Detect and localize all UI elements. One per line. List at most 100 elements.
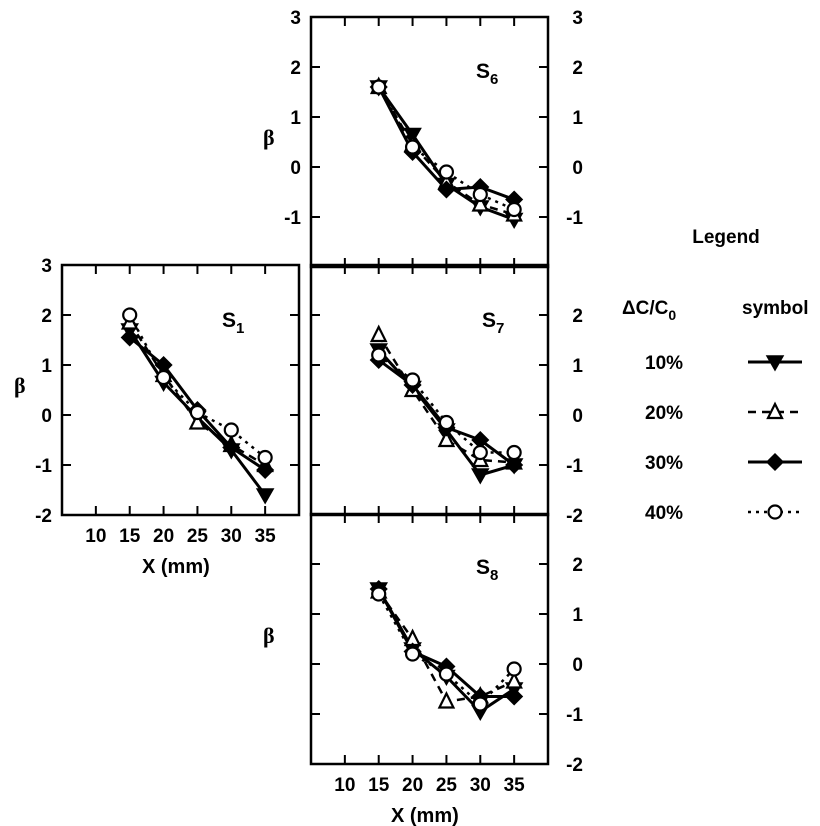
legend-entries: 10% 20% 30% 40% [645, 353, 802, 524]
data-point-30pct [505, 687, 524, 706]
panel-label: S6 [476, 60, 498, 88]
x-tick-label: 20 [402, 775, 423, 796]
legend-marker [766, 401, 784, 420]
plot-frame [309, 263, 550, 517]
data-point-40pct [472, 696, 488, 712]
legend-column-header-ratio: ΔC/C0 [622, 298, 676, 323]
data-point-30pct [120, 328, 139, 347]
legend-entry: 20% [645, 401, 802, 424]
y-axis-title: β [14, 373, 26, 398]
legend-entry: 30% [645, 452, 802, 474]
x-tick-label: 15 [368, 775, 390, 796]
data-point-40pct [371, 79, 387, 95]
plot-frame [309, 15, 550, 269]
y-tick-label: -2 [566, 755, 583, 776]
y-tick-label: 2 [41, 306, 52, 327]
data-point-40pct [404, 372, 421, 388]
data-point-40pct [371, 347, 387, 363]
panel-s1: -2 -1 0 1 2 3 10 15 20 25 30 35 X (mm) β S1 [14, 256, 301, 578]
panel-label: S1 [222, 309, 244, 337]
panel-s8: -2 -1 0 1 2 10 15 20 25 30 35 X (mm) β S8 [263, 512, 583, 826]
legend-entry-label: 30% [645, 453, 683, 474]
y-tick-label: 2 [572, 306, 583, 327]
data-point-40pct [506, 444, 522, 461]
data-point-40pct [257, 449, 273, 466]
data-point-40pct [438, 666, 455, 682]
y-tick-label: 3 [290, 8, 301, 29]
data-point-40pct [472, 444, 488, 461]
data-point-40pct [472, 186, 488, 203]
panel-label: S8 [476, 556, 498, 584]
data-point-20pct [369, 324, 388, 343]
data-point-30pct [256, 460, 275, 480]
data-point-40pct [438, 164, 455, 180]
y-tick-label: 2 [290, 58, 301, 79]
data-point-40pct [155, 369, 172, 386]
legend-entry-label: 20% [645, 403, 683, 424]
data-point-30pct [222, 438, 241, 457]
panel-label: S7 [482, 309, 504, 337]
x-tick-label: 10 [85, 526, 106, 547]
y-tick-label: 0 [572, 158, 583, 179]
y-tick-label: 1 [572, 356, 583, 377]
legend-entry: 40% [645, 503, 802, 524]
data-point-40pct [189, 404, 206, 421]
y-tick-label: 1 [41, 356, 52, 377]
data-point-10pct [470, 468, 490, 485]
x-tick-label: 30 [221, 526, 242, 547]
y-tick-label: 0 [41, 406, 52, 427]
y-tick-label: 2 [572, 555, 583, 576]
y-tick-label: -1 [35, 456, 52, 477]
legend-title: Legend [692, 227, 760, 248]
y-axis-title: β [263, 125, 275, 150]
plot-frame [309, 512, 550, 766]
panel-s6: -1 -1 0 0 1 1 2 2 3 3 β S6 [263, 8, 583, 269]
data-point-30pct [437, 180, 456, 199]
y-tick-label: 3 [572, 8, 583, 29]
series-line-40pct [377, 593, 516, 706]
legend-marker [765, 452, 785, 472]
y-tick-label: 1 [572, 108, 583, 129]
y-tick-label: 3 [41, 256, 52, 277]
data-point-40pct [122, 307, 138, 323]
legend-column-header-symbol: symbol [742, 298, 809, 319]
x-tick-label: 35 [504, 775, 526, 796]
series-line-20pct [377, 334, 515, 464]
y-tick-label: -1 [284, 208, 301, 229]
data-point-20pct [471, 194, 490, 212]
panel-s7: -2 -1 0 1 2 S7 [309, 263, 583, 527]
legend-marker [767, 504, 783, 520]
data-point-40pct [223, 422, 239, 438]
series-line-40pct [128, 314, 266, 459]
x-tick-label: 20 [153, 526, 174, 547]
x-axis-title: X (mm) [391, 805, 459, 826]
series-line-30pct [377, 358, 516, 467]
x-tick-label: 10 [334, 775, 355, 796]
y-tick-label: 2 [572, 58, 583, 79]
data-point-10pct [255, 488, 275, 505]
y-tick-label: -1 [566, 208, 583, 229]
y-tick-label: -2 [566, 506, 583, 527]
y-tick-label: 0 [572, 655, 583, 676]
y-tick-label: -1 [566, 705, 583, 726]
data-point-40pct [371, 586, 387, 602]
legend-entry: 10% [645, 353, 802, 374]
data-point-20pct [437, 429, 456, 448]
data-point-40pct [404, 139, 421, 155]
series-line-20pct [128, 321, 266, 467]
y-tick-label: 0 [572, 406, 583, 427]
x-tick-label: 15 [119, 526, 141, 547]
y-tick-label: -2 [35, 506, 52, 527]
y-axis-title: β [263, 623, 275, 648]
x-tick-label: 25 [436, 775, 458, 796]
x-tick-label: 30 [470, 775, 491, 796]
legend-marker [765, 355, 785, 372]
legend: Legend ΔC/C0 symbol 10% 20% 30% 40% [622, 227, 809, 524]
plot-frame [60, 263, 301, 517]
legend-entry-label: 10% [645, 353, 683, 374]
y-tick-label: 1 [290, 108, 301, 129]
data-point-40pct [438, 414, 455, 431]
x-tick-label: 25 [187, 526, 209, 547]
